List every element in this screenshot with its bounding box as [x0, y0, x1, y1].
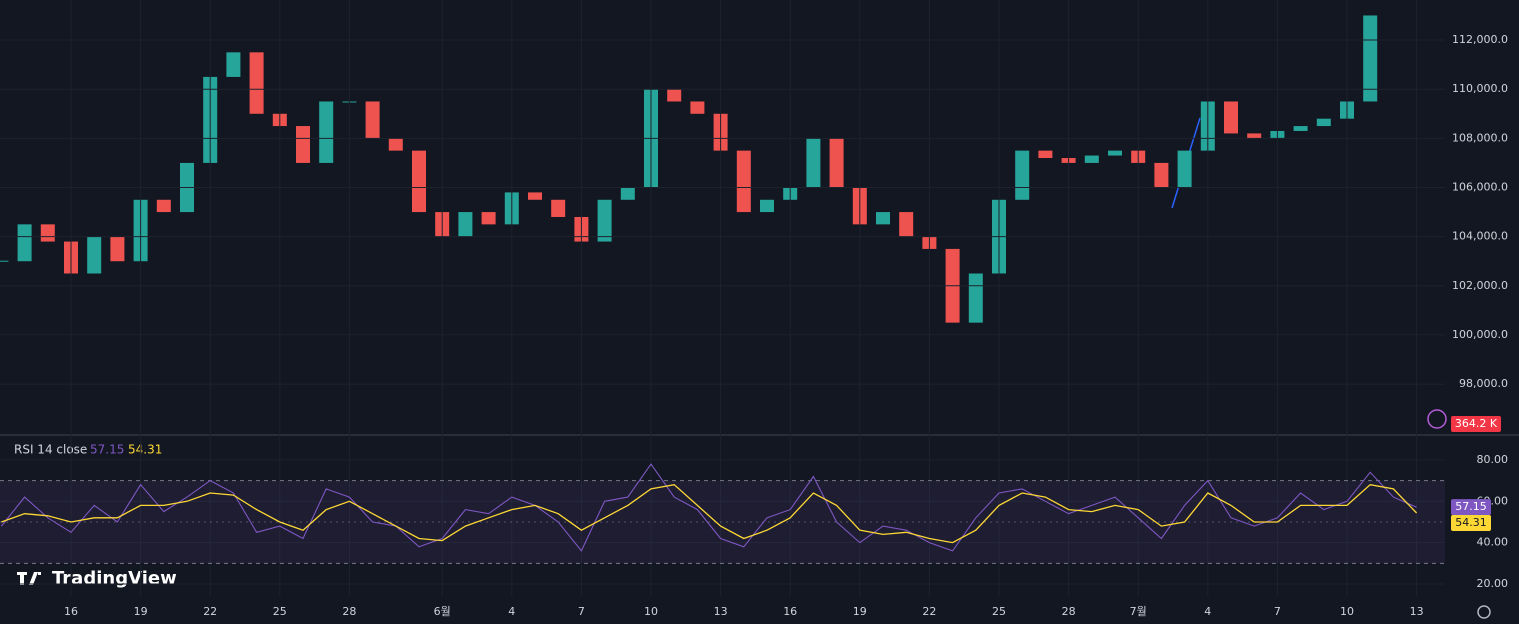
candle: [528, 192, 542, 200]
x-tick-label: 7월: [1130, 605, 1147, 618]
x-tick-label: 22: [203, 605, 217, 618]
y-tick-label: 20.00: [1477, 577, 1509, 590]
rsi-value: 57.15: [90, 443, 124, 457]
x-tick-label: 25: [992, 605, 1006, 618]
y-tick-label: 40.00: [1477, 536, 1509, 549]
candle: [156, 199, 171, 213]
candle: [17, 224, 32, 262]
value-badge-text: 54.31: [1455, 516, 1487, 529]
candle: [760, 199, 774, 213]
rsi-title: RSI 14 close: [14, 443, 87, 457]
candle: [1084, 155, 1099, 163]
value-badge: [1451, 499, 1491, 516]
x-tick-label: 25: [273, 605, 287, 618]
x-tick-label: 7: [578, 605, 585, 618]
candle: [481, 212, 496, 225]
x-tick-label: 4: [508, 605, 515, 618]
candle: [296, 126, 310, 163]
x-tick-label: 7: [1274, 605, 1281, 618]
candle: [388, 138, 403, 151]
candle: [0, 260, 9, 262]
candle: [551, 199, 566, 217]
candle: [87, 236, 102, 274]
x-tick-label: 10: [1340, 605, 1354, 618]
candle: [1015, 150, 1030, 200]
logo-mark: [17, 572, 41, 585]
y-tick-label: 106,000.0: [1452, 180, 1508, 193]
x-tick-label: 28: [1062, 605, 1076, 618]
value-badge: [1451, 515, 1491, 532]
y-tick-label: 108,000.0: [1452, 131, 1508, 144]
candle: [667, 89, 682, 102]
candle: [829, 138, 844, 188]
x-tick-label: 4: [1204, 605, 1211, 618]
rsi-line: [1, 484, 1418, 544]
candle: [458, 212, 473, 237]
candle: [249, 52, 264, 114]
candle: [899, 212, 914, 237]
x-tick-label: 10: [644, 605, 658, 618]
candle: [110, 236, 125, 262]
candle: [1247, 133, 1262, 139]
x-tick-label: 13: [1410, 605, 1424, 618]
candle: [40, 224, 55, 242]
candle: [876, 212, 890, 225]
candle: [620, 187, 635, 200]
y-tick-label: 110,000.0: [1452, 82, 1508, 95]
candle: [1038, 150, 1053, 159]
volume-badge-text: 364.2 K: [1455, 417, 1498, 430]
candle: [1316, 118, 1331, 127]
candle: [690, 101, 705, 114]
price-pane: [0, 15, 1378, 323]
y-tick-label: 102,000.0: [1452, 279, 1508, 292]
x-tick-label: 28: [342, 605, 356, 618]
candle: [1363, 15, 1378, 102]
x-tick-label: 19: [853, 605, 867, 618]
x-tick-label: 13: [714, 605, 728, 618]
candle: [597, 199, 612, 242]
candle: [365, 101, 380, 139]
rsi-line: [0, 463, 1417, 552]
candle: [806, 138, 821, 188]
candle: [1154, 162, 1169, 188]
volume-badge: [1451, 416, 1501, 432]
candle: [1108, 150, 1122, 156]
y-tick-label: 100,000.0: [1452, 328, 1508, 341]
candle: [736, 150, 751, 213]
candle: [1177, 150, 1192, 188]
candle: [226, 52, 241, 77]
y-tick-label: 104,000.0: [1452, 230, 1508, 243]
candle: [412, 150, 426, 213]
x-tick-label: 16: [64, 605, 78, 618]
x-tick-label: 19: [134, 605, 148, 618]
y-tick-label: 112,000.0: [1452, 33, 1508, 46]
x-tick-label: 22: [922, 605, 936, 618]
value-badge-text: 57.15: [1455, 500, 1487, 513]
x-tick-label: 6월: [434, 605, 451, 618]
y-tick-label: 98,000.0: [1459, 377, 1508, 390]
candle: [319, 101, 334, 163]
rsi-ma-value: 54.31: [128, 443, 162, 457]
candle: [968, 273, 983, 323]
candle: [1293, 126, 1308, 131]
alert-icon[interactable]: [1427, 409, 1447, 429]
candle: [1224, 101, 1238, 134]
settings-icon[interactable]: [1477, 605, 1491, 619]
x-tick-label: 16: [783, 605, 797, 618]
y-tick-label: 80.00: [1477, 453, 1509, 466]
